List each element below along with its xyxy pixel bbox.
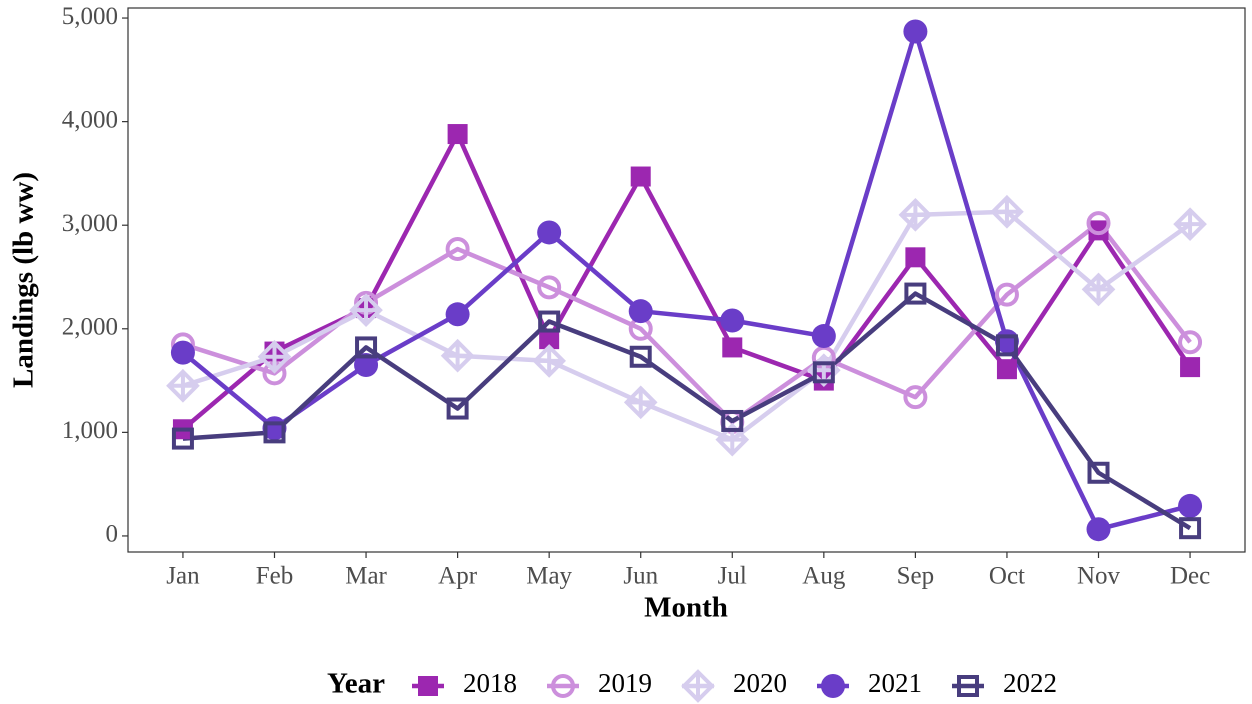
legend-label: 2020	[733, 668, 787, 698]
marker	[812, 361, 835, 384]
marker	[170, 340, 195, 365]
plot-panel	[127, 7, 1246, 553]
marker	[1086, 211, 1111, 236]
marker	[996, 359, 1017, 380]
legend-label: 2021	[868, 668, 922, 698]
series-line	[182, 220, 1192, 425]
marker	[630, 166, 651, 187]
marker	[903, 385, 928, 410]
marker	[957, 675, 979, 697]
legend-label: 2019	[598, 668, 652, 698]
marker	[1178, 330, 1203, 355]
marker	[681, 669, 715, 703]
marker	[445, 302, 470, 327]
x-tick-label: Mar	[345, 563, 387, 590]
marker	[1173, 207, 1207, 241]
x-tick-label: May	[526, 563, 572, 590]
y-tick-label: 1,000	[62, 417, 118, 444]
marker	[354, 353, 379, 378]
legend-title: Year	[327, 668, 385, 700]
marker	[629, 345, 652, 368]
x-tick-label: Jun	[623, 563, 658, 590]
marker	[349, 293, 383, 327]
marker	[720, 308, 745, 333]
marker	[446, 397, 469, 420]
marker	[355, 336, 378, 359]
x-tick-label: Aug	[802, 563, 846, 590]
marker	[904, 282, 927, 305]
marker	[1179, 517, 1202, 540]
series-line	[181, 29, 1191, 532]
marker	[537, 220, 562, 245]
x-tick-label: Jan	[166, 563, 200, 590]
marker	[418, 676, 438, 696]
marker	[905, 247, 926, 268]
y-axis-title: Landings (lb ww)	[8, 172, 40, 388]
marker	[1178, 493, 1203, 518]
y-tick-label: 3,000	[62, 210, 118, 237]
marker	[447, 124, 468, 145]
marker	[1087, 461, 1110, 484]
marker	[1088, 220, 1109, 241]
marker	[990, 194, 1024, 229]
marker	[263, 421, 286, 444]
legend-label: 2022	[1003, 668, 1057, 698]
marker	[171, 427, 194, 450]
marker	[440, 338, 475, 373]
marker	[628, 299, 653, 324]
marker	[539, 329, 560, 350]
marker	[821, 674, 845, 698]
series-line	[182, 209, 1192, 442]
marker	[722, 337, 743, 358]
y-tick-label: 5,000	[62, 3, 118, 30]
x-tick-label: Sep	[897, 563, 935, 590]
marker	[811, 324, 836, 349]
marker	[721, 409, 744, 432]
marker	[532, 344, 566, 378]
marker	[1081, 272, 1116, 307]
y-tick-label: 0	[106, 521, 119, 548]
legend-label: 2018	[463, 668, 517, 698]
series-line	[182, 291, 1192, 531]
marker	[537, 275, 562, 300]
x-tick-label: Nov	[1077, 563, 1121, 590]
x-axis-title: Month	[644, 592, 728, 624]
marker	[903, 19, 928, 44]
x-tick-label: Jul	[718, 563, 747, 590]
x-tick-label: Feb	[256, 563, 294, 590]
x-tick-label: Oct	[989, 563, 1025, 590]
marker	[445, 237, 470, 262]
marker	[257, 339, 292, 374]
y-tick-label: 2,000	[62, 314, 118, 341]
x-tick-label: Apr	[438, 563, 478, 590]
marker	[898, 198, 933, 232]
marker	[1086, 517, 1111, 542]
y-tick-label: 4,000	[62, 106, 118, 133]
marker	[166, 368, 200, 403]
marker	[1180, 357, 1201, 378]
marker	[551, 674, 575, 698]
marker	[623, 385, 658, 420]
marker	[995, 334, 1018, 357]
x-tick-label: Dec	[1170, 563, 1210, 590]
marker	[538, 310, 561, 333]
marker	[994, 282, 1019, 307]
